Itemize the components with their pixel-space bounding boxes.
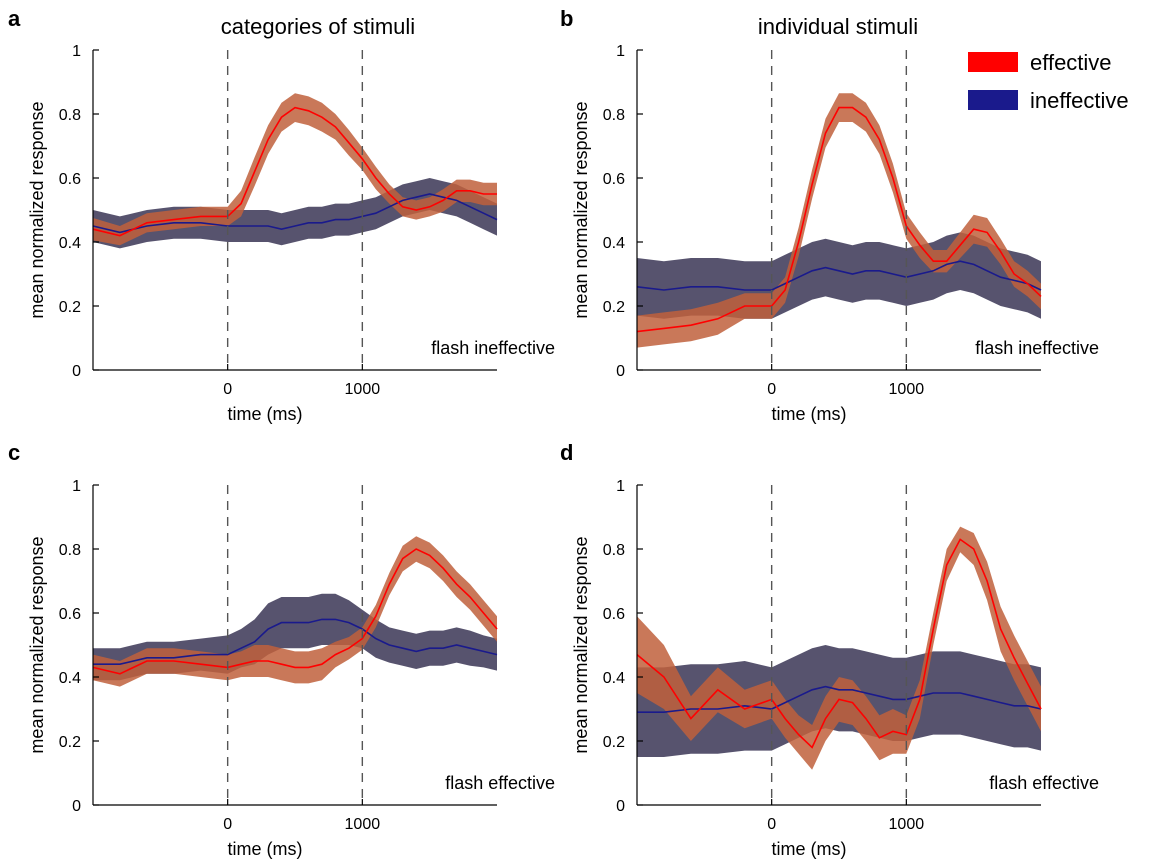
y-tick-label: 0.2 (59, 299, 81, 316)
series-line-effective (92, 548, 498, 675)
band-effective (637, 526, 1041, 770)
x-axis-label: time (ms) (772, 839, 847, 859)
y-tick-label: 0.8 (603, 542, 625, 559)
panel-d: d 0 0.2 0.4 0.6 0.8 1 0 1000 time (ms) mean normal… (560, 440, 1099, 859)
y-tick-label: 0.6 (59, 606, 81, 623)
panel-annotation: flash ineffective (431, 338, 555, 358)
y-tick-label: 1 (72, 43, 81, 60)
panel-letter: b (560, 6, 573, 31)
x-tick-label: 1000 (889, 381, 925, 398)
y-tick-label: 1 (616, 43, 625, 60)
y-tick-label: 0.2 (603, 299, 625, 316)
y-tick-label: 0.4 (59, 670, 81, 687)
panel-a: a 0 0.2 0.4 0.6 0.8 1 0 1000 time (ms) mean normal… (8, 6, 555, 424)
legend-label-effective: effective (1030, 50, 1112, 75)
panel-annotation: flash effective (445, 773, 555, 793)
x-tick-label: 1000 (345, 816, 381, 833)
y-tick-label: 0.8 (603, 107, 625, 124)
y-tick-label: 0.6 (603, 171, 625, 188)
y-axis-label: mean normalized response (571, 536, 591, 753)
x-axis-label: time (ms) (228, 404, 303, 424)
x-tick-label: 0 (767, 816, 776, 833)
legend-swatch-ineffective (968, 90, 1018, 110)
y-tick-label: 1 (72, 478, 81, 495)
y-tick-label: 0.8 (59, 107, 81, 124)
x-tick-label: 0 (223, 381, 232, 398)
x-axis-label: time (ms) (772, 404, 847, 424)
panel-c: c 0 0.2 0.4 0.6 0.8 1 0 1000 time (ms) mean normal… (8, 440, 555, 859)
series-line-effective (92, 106, 497, 237)
x-axis-label: time (ms) (228, 839, 303, 859)
y-tick-label: 0.4 (603, 235, 625, 252)
column-title-individual: individual stimuli (758, 14, 918, 39)
y-tick-label: 0 (72, 798, 81, 815)
band-effective (93, 93, 497, 246)
y-axis-label: mean normalized response (571, 101, 591, 318)
y-tick-label: 0.4 (603, 670, 625, 687)
x-tick-label: 1000 (345, 381, 381, 398)
panel-letter: c (8, 440, 20, 465)
y-tick-label: 0.6 (59, 171, 81, 188)
series-line-ineffective (93, 618, 498, 666)
y-tick-label: 0.8 (59, 542, 81, 559)
y-tick-label: 0.2 (603, 734, 625, 751)
y-tick-label: 1 (616, 478, 625, 495)
panel-annotation: flash effective (989, 773, 1099, 793)
y-axis-label: mean normalized response (27, 536, 47, 753)
y-tick-label: 0.4 (59, 235, 81, 252)
panel-b: b 0 0.2 0.4 0.6 0.8 1 0 1000 time (ms) mean normal… (560, 6, 1099, 424)
y-axis-label: mean normalized response (27, 101, 47, 318)
y-tick-label: 0 (616, 363, 625, 380)
series-line-ineffective (636, 260, 1042, 291)
band-effective (637, 93, 1041, 348)
y-tick-label: 0.6 (603, 606, 625, 623)
x-tick-label: 1000 (889, 816, 925, 833)
y-tick-label: 0 (72, 363, 81, 380)
legend-swatch-effective (968, 52, 1018, 72)
panel-letter: a (8, 6, 21, 31)
x-tick-label: 0 (223, 816, 232, 833)
band-ineffective (637, 232, 1041, 319)
y-tick-label: 0.2 (59, 734, 81, 751)
column-title-categories: categories of stimuli (221, 14, 415, 39)
y-tick-label: 0 (616, 798, 625, 815)
series-line-effective (636, 538, 1042, 749)
series-line-ineffective (92, 193, 498, 234)
series-line-effective (636, 106, 1042, 333)
panel-letter: d (560, 440, 573, 465)
band-effective (93, 536, 497, 687)
series-line-ineffective (637, 685, 1042, 714)
legend: effective ineffective (968, 50, 1129, 113)
legend-label-ineffective: ineffective (1030, 88, 1129, 113)
panel-annotation: flash ineffective (975, 338, 1099, 358)
x-tick-label: 0 (767, 381, 776, 398)
